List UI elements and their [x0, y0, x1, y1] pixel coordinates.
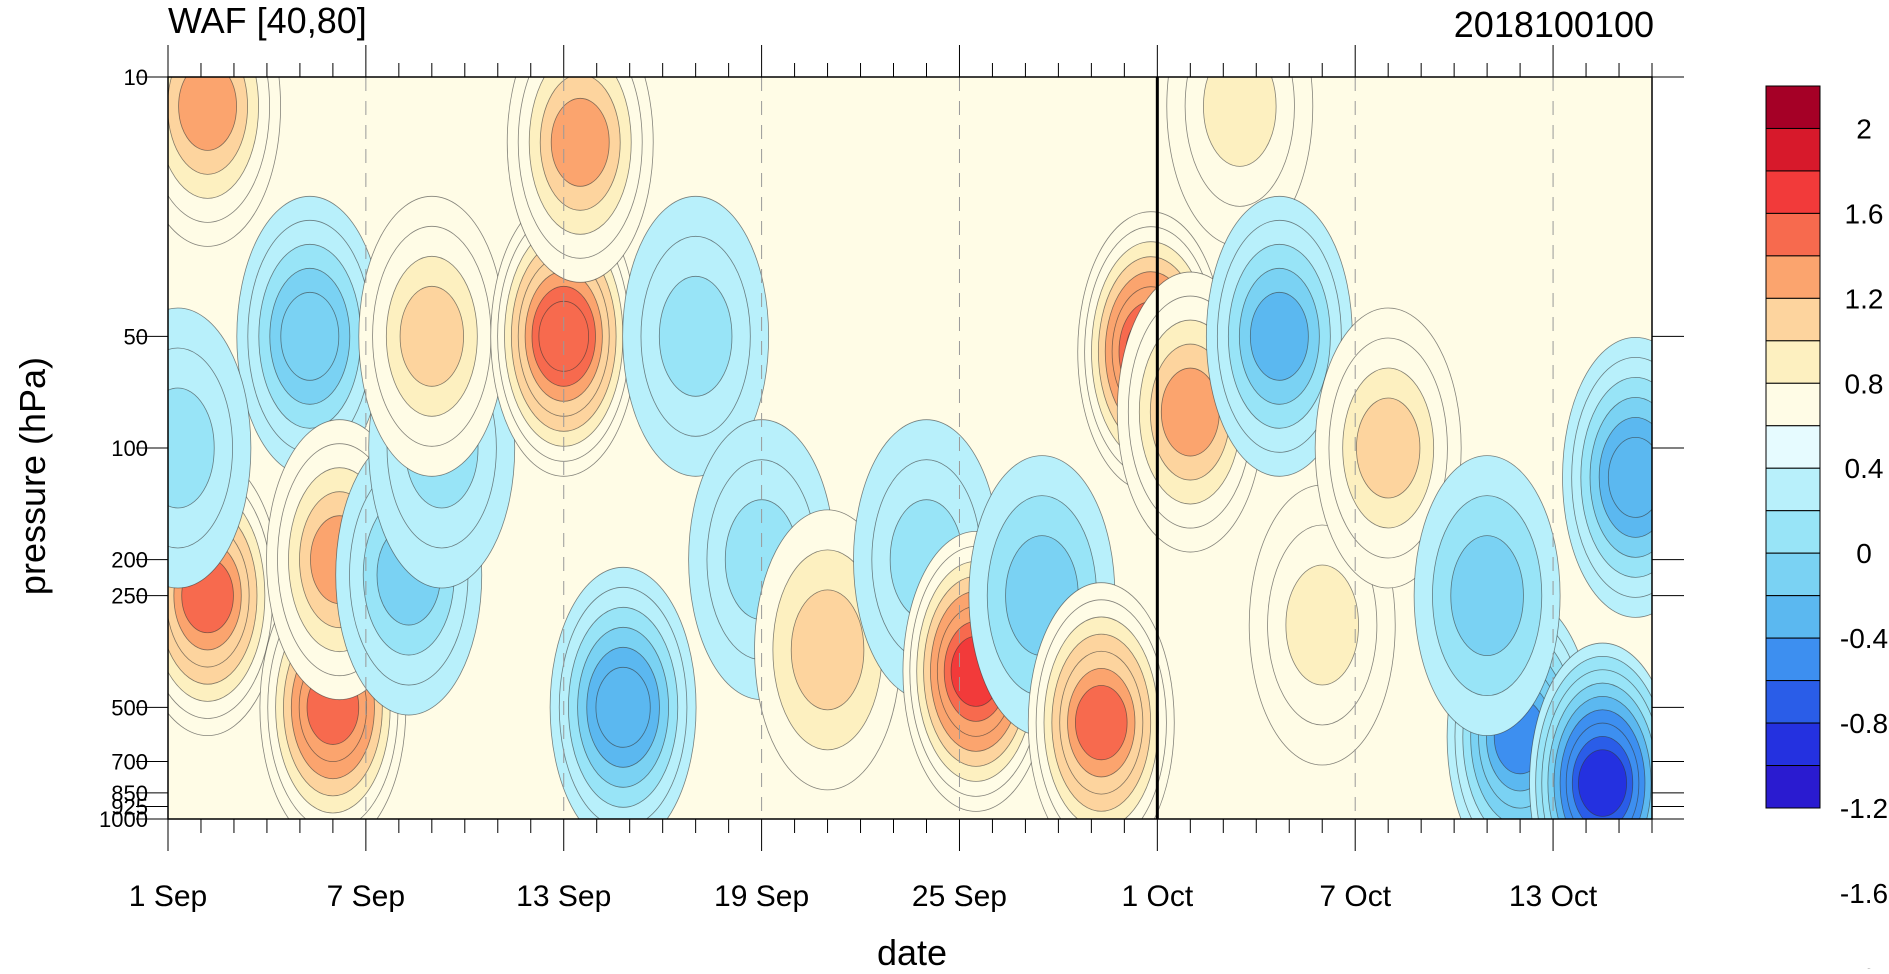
contour-blob — [622, 195, 770, 477]
colorbar-label: 1.2 — [1845, 283, 1884, 314]
colorbar-swatch — [1765, 212, 1821, 257]
colorbar-swatch — [1765, 297, 1821, 342]
contour-level — [178, 77, 237, 151]
y-tick-label: 10 — [124, 65, 148, 90]
y-tick-label: 500 — [111, 695, 148, 720]
y-tick-label: 1000 — [99, 807, 148, 832]
y-tick-label: 100 — [111, 436, 148, 461]
colorbar-label: -1.6 — [1840, 878, 1888, 909]
colorbar-swatch — [1765, 680, 1821, 724]
x-tick-label: 25 Sep — [912, 880, 1007, 913]
colorbar-label: 2 — [1856, 113, 1872, 144]
colorbar-swatch — [1765, 382, 1821, 427]
y-axis-label: pressure (hPa) — [12, 356, 53, 596]
colorbar-swatch — [1765, 467, 1821, 512]
contour-blob — [1166, 77, 1314, 247]
contour-level — [1450, 535, 1524, 657]
x-tick-label: 1 Sep — [129, 880, 207, 913]
contour-blob — [1027, 582, 1175, 819]
contour-blob — [168, 307, 252, 589]
contour-level — [399, 285, 464, 387]
colorbar-swatch — [1765, 425, 1821, 469]
colorbar-label: 0.8 — [1845, 368, 1884, 399]
y-tick-label: 250 — [111, 584, 148, 609]
colorbar-swatch — [1765, 170, 1821, 214]
colorbar-swatch — [1765, 765, 1821, 809]
colorbar-swatch — [1765, 722, 1821, 767]
contour-level — [1203, 77, 1277, 167]
contour-blob — [358, 195, 506, 477]
x-tick-label: 7 Oct — [1319, 880, 1391, 913]
x-tick-label: 7 Sep — [327, 880, 405, 913]
colorbar: 2 1.6 1.2 0.8 0.4 0 -0.4 -0.8 -1.2 -1.6 -2 — [1765, 85, 1888, 969]
chart-title-right: 2018100100 — [1453, 4, 1654, 45]
chart-title-left: WAF [40,80] — [168, 0, 367, 41]
contour-blob — [1314, 307, 1462, 589]
plot-area — [167, 76, 1653, 820]
x-tick-label: 13 Sep — [516, 880, 611, 913]
x-tick-label: 1 Oct — [1121, 880, 1193, 913]
contour-blob — [1562, 337, 1652, 618]
colorbar-label: -0.8 — [1840, 708, 1888, 739]
colorbar-label: -0.4 — [1840, 623, 1888, 654]
contour-blob — [1205, 195, 1353, 477]
colorbar-label: -2 — [1852, 963, 1877, 969]
colorbar-label: -1.2 — [1840, 793, 1888, 824]
colorbar-swatch — [1765, 255, 1821, 299]
contour-blob — [1529, 642, 1652, 819]
colorbar-label: 0.4 — [1845, 453, 1884, 484]
contour-level — [1249, 291, 1309, 381]
contour-blob — [549, 566, 697, 819]
contour-level — [280, 291, 340, 381]
x-axis-label: date — [877, 932, 948, 973]
colorbar-swatch — [1765, 637, 1821, 682]
y-tick-label: 700 — [111, 750, 148, 775]
contour-level — [595, 666, 651, 748]
y-tick-label: 200 — [111, 548, 148, 573]
contour-level — [790, 589, 865, 711]
x-tick-label: 13 Oct — [1509, 880, 1598, 913]
contour-level — [1356, 397, 1421, 499]
y-tick-label: 850 — [111, 781, 148, 806]
colorbar-label: 0 — [1856, 538, 1872, 569]
contour-blob — [236, 195, 384, 477]
y-tick-label: 925 — [111, 794, 148, 819]
colorbar-swatch — [1765, 127, 1821, 172]
contour-level — [538, 300, 590, 372]
contour-blob — [1413, 455, 1561, 737]
colorbar-swatch — [1765, 595, 1821, 639]
contour-level — [658, 275, 733, 397]
grid-layer — [167, 77, 1554, 819]
x-tick-label: 19 Sep — [714, 880, 809, 913]
colorbar-label: 1.6 — [1845, 198, 1884, 229]
colorbar-swatch — [1765, 340, 1821, 384]
contour-level — [1075, 685, 1128, 761]
colorbar-swatch — [1765, 510, 1821, 554]
contour-level — [168, 387, 215, 509]
contour-level — [1285, 564, 1359, 686]
contour-blob — [168, 77, 281, 247]
colorbar-swatch — [1765, 552, 1821, 597]
contour-level — [550, 97, 610, 187]
contour-fill-layer — [168, 77, 1652, 819]
x-axis: 1 Sep 7 Sep 13 Sep 19 Sep 25 Sep 1 Oct 7 Oct 13… — [129, 45, 1653, 913]
contour-level — [1578, 749, 1628, 817]
colorbar-swatch — [1765, 85, 1821, 129]
contour-level — [1607, 436, 1652, 518]
y-tick-label: 50 — [124, 324, 148, 349]
contour-blob — [506, 77, 654, 283]
